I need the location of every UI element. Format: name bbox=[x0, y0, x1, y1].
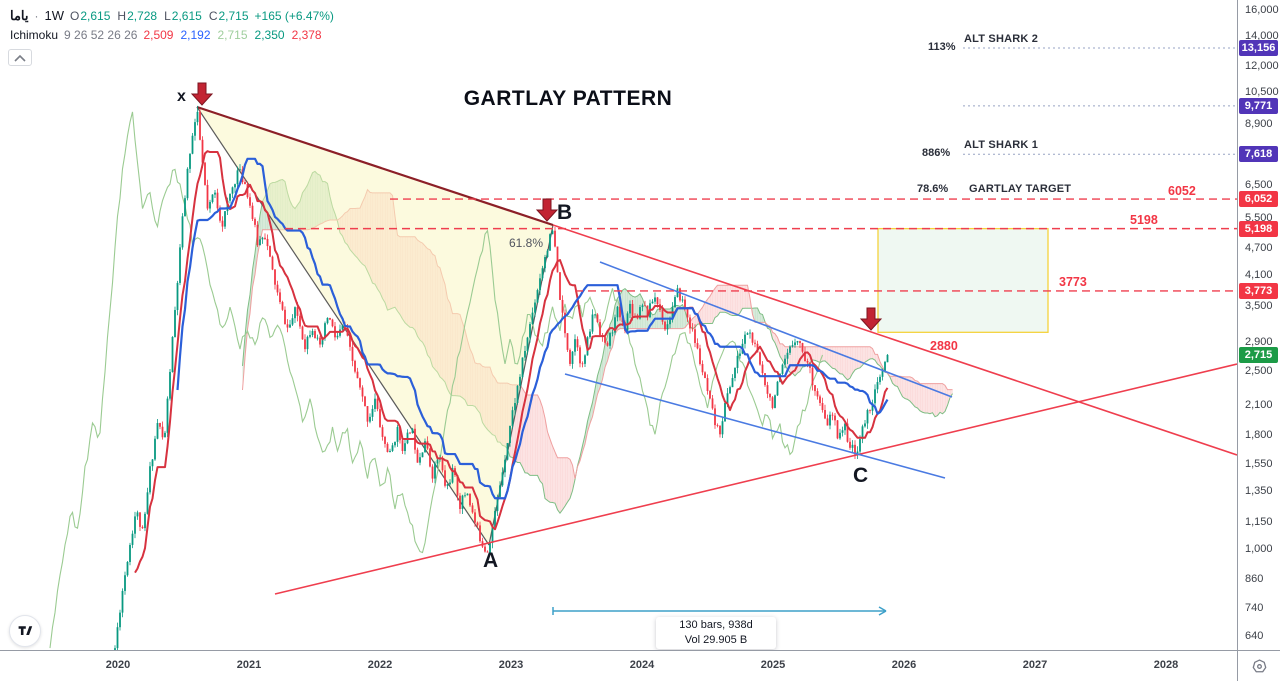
indicator-value: 2,192 bbox=[180, 27, 211, 42]
tradingview-logo-icon bbox=[18, 626, 33, 635]
measurement-bars-days: 130 bars, 938d bbox=[679, 619, 753, 631]
year-tick-label: 2020 bbox=[105, 659, 131, 671]
year-tick-label: 2028 bbox=[1153, 659, 1179, 671]
price-axis[interactable]: 16,000 14,000 12,000 10,500 8,900 6,500 5,500 4… bbox=[1237, 0, 1280, 650]
indicator-values: 2,509 2,192 2,715 2,350 2,378 bbox=[143, 28, 321, 42]
ohlc-token: L2,615 bbox=[164, 8, 202, 23]
price-level-badge: 3,773 bbox=[1239, 282, 1278, 299]
down-arrow-icon bbox=[859, 307, 883, 331]
price-tick-label: 10,500 bbox=[1245, 85, 1279, 98]
year-tick-label: 2022 bbox=[367, 659, 393, 671]
indicator-value: 2,378 bbox=[291, 27, 322, 42]
legend-collapse-button[interactable] bbox=[8, 49, 32, 66]
price-level-badge: 2,715 bbox=[1239, 346, 1278, 363]
price-tick-label: 740 bbox=[1245, 601, 1264, 614]
timeframe-label[interactable]: 1W bbox=[44, 8, 65, 23]
trendlines[interactable] bbox=[274, 224, 1237, 595]
year-tick-label: 2021 bbox=[236, 659, 262, 671]
indicator-name[interactable]: Ichimoku bbox=[10, 27, 59, 42]
indicator-value: 2,350 bbox=[254, 27, 285, 42]
ichimoku-conversion-base-lines bbox=[134, 150, 889, 574]
year-tick-label: 2025 bbox=[760, 659, 786, 671]
axis-settings-corner[interactable] bbox=[1237, 651, 1280, 681]
ohlc-token: H2,728 bbox=[117, 8, 158, 23]
price-tick-label: 1,800 bbox=[1245, 428, 1273, 441]
price-tick-label: 640 bbox=[1245, 630, 1264, 642]
year-tick-label: 2027 bbox=[1022, 659, 1048, 671]
price-tick-label: 1,000 bbox=[1245, 543, 1273, 556]
year-tick-label: 2023 bbox=[498, 659, 524, 671]
price-level-badge: 5,198 bbox=[1239, 220, 1278, 237]
price-tick-label: 2,500 bbox=[1245, 364, 1273, 377]
target-zone-box[interactable] bbox=[877, 227, 1049, 333]
measurement-volume: Vol 29.905 B bbox=[684, 634, 748, 646]
price-level-badge: 7,618 bbox=[1239, 146, 1278, 163]
price-tick-label: 12,000 bbox=[1245, 59, 1279, 72]
price-tick-label: 3,500 bbox=[1245, 299, 1273, 312]
indicator-value: 2,509 bbox=[143, 27, 174, 42]
time-axis[interactable]: 2020 2021 2022 2023 2024 2025 2026 2027 2028 bbox=[0, 650, 1280, 681]
price-tick-label: 4,100 bbox=[1245, 268, 1273, 281]
axis-settings-gear-icon[interactable] bbox=[1252, 658, 1267, 674]
chart-canvas[interactable] bbox=[0, 0, 1237, 650]
price-tick-label: 16,000 bbox=[1245, 3, 1279, 16]
price-tick-label: 8,900 bbox=[1245, 118, 1273, 131]
tradingview-logo[interactable] bbox=[9, 615, 41, 647]
year-tick-label: 2024 bbox=[629, 659, 655, 671]
ohlc-values: O2,615 H2,728 L2,615 C2,715 bbox=[70, 9, 249, 23]
price-tick-label: 2,100 bbox=[1245, 398, 1273, 411]
measurement-arrow[interactable] bbox=[552, 606, 887, 616]
down-arrow-icon bbox=[535, 198, 559, 222]
measurement-label[interactable]: 130 bars, 938d Vol 29.905 B bbox=[656, 617, 776, 649]
ichimoku-lagging-span bbox=[49, 111, 824, 649]
indicator-params: 9 26 52 26 26 bbox=[64, 27, 138, 42]
price-tick-label: 1,550 bbox=[1245, 457, 1273, 470]
down-arrow-icon bbox=[190, 82, 214, 106]
indicator-row[interactable]: Ichimoku 9 26 52 26 26 2,509 2,192 2,715 2,… bbox=[10, 25, 334, 44]
price-tick-label: 6,500 bbox=[1245, 179, 1273, 192]
symbol-separator: · bbox=[34, 8, 39, 23]
chart-legend: ياما · 1W O2,615 H2,728 L2,615 C2,715 +165 … bbox=[10, 6, 334, 44]
ohlc-token: O2,615 bbox=[70, 8, 111, 23]
chevron-up-icon bbox=[14, 54, 26, 62]
horizontal-level-lines[interactable] bbox=[285, 47, 1237, 292]
indicator-value: 2,715 bbox=[217, 27, 248, 42]
price-tick-label: 1,350 bbox=[1245, 484, 1273, 497]
price-tick-label: 14,000 bbox=[1245, 29, 1279, 42]
price-level-badge: 9,771 bbox=[1239, 97, 1278, 114]
signal-arrows[interactable] bbox=[190, 82, 883, 331]
year-tick-label: 2026 bbox=[891, 659, 917, 671]
price-level-badge: 13,156 bbox=[1239, 40, 1278, 56]
price-tick-label: 4,700 bbox=[1245, 242, 1273, 255]
ohlc-token: C2,715 bbox=[208, 8, 249, 23]
price-level-badge: 6,052 bbox=[1239, 191, 1278, 208]
gartlay-pattern-drawing[interactable] bbox=[196, 105, 554, 546]
price-tick-label: 1,150 bbox=[1245, 516, 1273, 529]
symbol-name[interactable]: ياما bbox=[10, 7, 29, 23]
price-tick-label: 860 bbox=[1245, 572, 1264, 585]
price-tick-label: 2,900 bbox=[1245, 336, 1273, 349]
symbol-row[interactable]: ياما · 1W O2,615 H2,728 L2,615 C2,715 +165 … bbox=[10, 6, 334, 25]
change-value: +165 (+6.47%) bbox=[254, 8, 334, 23]
